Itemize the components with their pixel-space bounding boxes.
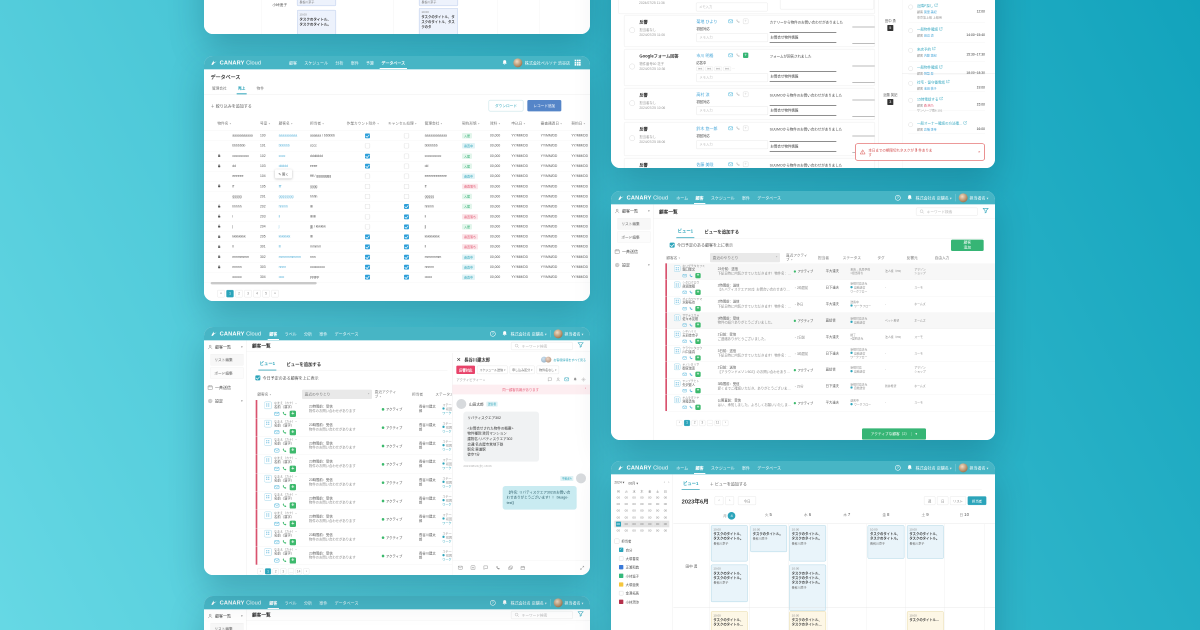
svg-text:?: ? [897,196,899,200]
svg-text:?: ? [897,466,899,470]
svg-text:?: ? [492,332,494,336]
svg-text:?: ? [492,601,494,605]
